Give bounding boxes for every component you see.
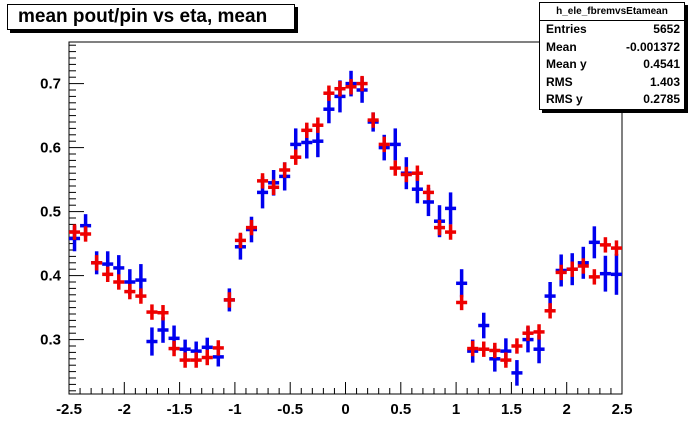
x-tick-label: -1.5 bbox=[167, 401, 193, 418]
stats-value: 0.4541 bbox=[643, 57, 680, 71]
x-tick-label: -2 bbox=[118, 401, 131, 418]
y-tick-label: 0.6 bbox=[40, 140, 61, 157]
stats-value: -0.001372 bbox=[625, 39, 680, 54]
x-tick-label: 1.5 bbox=[501, 401, 522, 418]
y-tick-label: 0.5 bbox=[40, 204, 61, 221]
x-tick-label: 1 bbox=[452, 401, 460, 418]
x-tick-label: -1 bbox=[228, 401, 241, 418]
data-markers bbox=[69, 70, 622, 386]
axis-ticks: -2.5 -2 -1.5 -1 -0.5 0 0.5 1 1.5 2 2.5 0.3 0.4 0.5 0.6… bbox=[40, 44, 633, 418]
statistics-box: h_ele_fbremvsEtamean Entries 5652 Mean -… bbox=[539, 2, 685, 110]
stats-row-mean-y: Mean y 0.4541 bbox=[540, 56, 684, 74]
stats-label: Entries bbox=[546, 22, 587, 36]
stats-value: 5652 bbox=[653, 22, 680, 36]
stats-label: RMS bbox=[546, 74, 573, 89]
stats-row-rms: RMS 1.403 bbox=[540, 74, 684, 92]
x-tick-label: 2.5 bbox=[612, 401, 633, 418]
stats-label: Mean y bbox=[546, 57, 587, 71]
chart-title: mean pout/pin vs eta, mean bbox=[18, 6, 268, 27]
stats-row-rms-y: RMS y 0.2785 bbox=[540, 91, 684, 109]
x-tick-label: 0 bbox=[341, 401, 349, 418]
stats-value: 1.403 bbox=[649, 74, 680, 89]
series-red bbox=[69, 75, 622, 368]
stats-value: 0.2785 bbox=[643, 92, 680, 106]
y-tick-label: 0.4 bbox=[40, 268, 62, 285]
stats-label: RMS y bbox=[546, 92, 583, 106]
y-tick-label: 0.7 bbox=[40, 76, 61, 93]
chart-title-box: mean pout/pin vs eta, mean bbox=[7, 4, 295, 30]
x-tick-label: -2.5 bbox=[56, 401, 82, 418]
y-tick-label: 0.3 bbox=[40, 332, 61, 349]
stats-label: Mean bbox=[546, 39, 577, 54]
x-tick-label: -0.5 bbox=[277, 401, 303, 418]
x-tick-label: 0.5 bbox=[390, 401, 411, 418]
stats-histogram-name: h_ele_fbremvsEtamean bbox=[540, 3, 684, 21]
stats-row-mean: Mean -0.001372 bbox=[540, 39, 684, 57]
stats-row-entries: Entries 5652 bbox=[540, 21, 684, 39]
x-tick-label: 2 bbox=[563, 401, 571, 418]
